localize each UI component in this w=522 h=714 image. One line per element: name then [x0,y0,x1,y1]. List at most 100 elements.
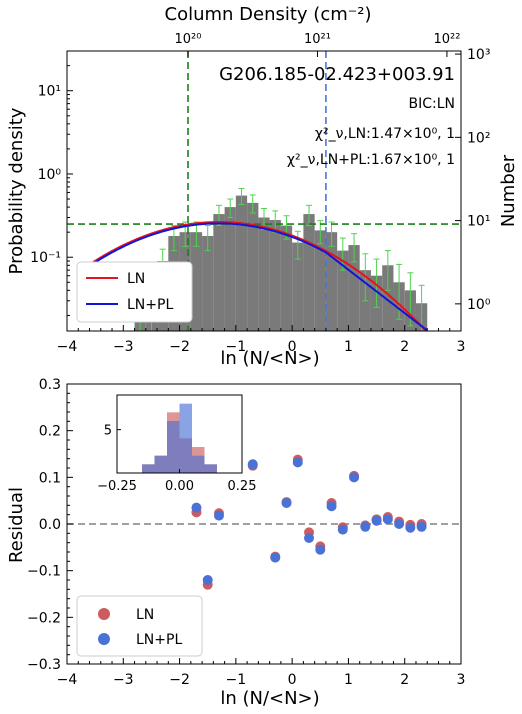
y-ticks: 10⁻¹ 10⁰ 10¹ [30,50,73,316]
legend: LN LN+PL [76,261,193,323]
y-ticks-bottom: −0.3 −0.2 −0.1 0.0 0.1 0.2 0.3 [27,377,73,673]
histogram-bar [190,232,203,331]
y-tick-label: 10⁰ [38,167,62,183]
y-tick-label: 10⁻¹ [30,250,61,266]
inset-lnpl-bar [154,455,167,473]
histogram-bar [224,207,236,331]
x-tick-label: 2 [400,672,409,688]
top-axis-label: Column Density (cm⁻²) [165,4,372,25]
right-tick-label: 10¹ [467,214,490,230]
top-tick-label: 10²² [433,32,460,47]
histogram-bar [292,242,304,331]
x-axis-label-bottom: ln (N/<N>) [220,688,319,709]
histogram-bar [337,250,349,331]
histogram-bar [202,235,214,331]
x-tick-label: 2 [400,339,409,355]
x-tick-label: −4 [57,672,78,688]
x-tick-label: −1 [226,672,247,688]
histogram-bar [235,195,248,331]
pdf-panel: −4 −3 −2 −1 0 1 2 3 10⁻¹ 10⁰ 10¹ 10⁰ 10¹ 10² 10³ 10²… [6,4,519,369]
legend-bottom: LN LN+PL [76,595,203,657]
y-axis-label-bottom: Residual [6,487,27,563]
y-tick-label: −0.3 [27,657,61,673]
histogram-bar [258,217,270,331]
x-tick-label: −2 [169,339,190,355]
inset-lnpl-bar [204,464,217,473]
lnpl-residual-point [326,501,337,512]
lnpl-residual-point [315,544,326,555]
residual-histogram-inset: −0.25 0.00 0.25 5 [97,394,256,494]
lnpl-residual-point [382,514,393,525]
x-tick-label: −3 [113,672,134,688]
fit-statistic: χ²_ν,LN:1.47×10⁰, 1 [315,126,455,142]
legend-marker-ln [98,608,110,620]
lnpl-residual-point [213,510,224,521]
histogram-bar [213,214,225,331]
x-ticks-bottom: −4 −3 −2 −1 0 1 2 3 [57,658,466,688]
top-ticks: 10²⁰ 10²¹ 10²² [175,32,460,57]
histogram-bar [325,232,338,331]
inset-lnpl-bar [179,403,192,473]
inset-lnpl-bar [142,464,155,473]
histogram-bar [247,202,259,331]
legend-label-lnpl: LN+PL [127,297,173,313]
lnpl-residual-point [394,519,405,529]
fit-lines [83,221,428,332]
x-tick-label: 3 [457,339,466,355]
x-tick-label: 3 [457,672,466,688]
x-tick-label: 1 [344,672,353,688]
legend-label-ln-bottom: LN [136,607,154,623]
lnpl-residual-point [371,515,382,526]
y-tick-label: −0.2 [27,610,61,626]
histogram-bar [314,230,326,331]
legend-label-lnpl-bottom: LN+PL [136,632,182,648]
residual-points [191,454,427,590]
histogram-bar [382,265,394,331]
inset-x-tick-label: −0.25 [97,479,137,494]
legend-label-ln: LN [127,271,145,287]
x-axis-label: ln (N/<N>) [220,348,319,369]
inset-x-tick-label: 0.25 [228,479,257,494]
plot-frame [66,50,462,332]
inset-y-tick-label: 5 [104,424,112,439]
right-tick-label: 10² [467,130,490,146]
lnpl-residual-point [416,521,427,532]
histogram-bar [303,214,315,331]
x-tick-label: −3 [113,339,134,355]
right-tick-label: 10⁰ [467,297,491,313]
residual-panel: −4 −3 −2 −1 0 1 2 3 −0.3 −0.2 −0.1 0.0 0.1 0.2 0.3 ln… [6,377,465,709]
histogram-bar [269,220,281,331]
y-tick-label: 10¹ [38,84,61,100]
histogram-bar [280,225,293,331]
top-tick-label: 10²⁰ [175,32,202,47]
y-axis-label: Probability density [6,107,27,274]
lnpl-residual-point [281,498,292,508]
inset-lnpl-bar [167,421,180,473]
inset-ticks: −0.25 0.00 0.25 5 [97,424,256,494]
inset-lnpl-bar [192,455,205,473]
x-ticks: −4 −3 −2 −1 0 1 2 3 [57,325,466,355]
histogram-bar [348,245,360,331]
model-selection: BIC:LN [409,96,456,112]
x-tick-label: −4 [57,339,78,355]
lnpl-residual-point [337,524,348,535]
x-tick-label: 1 [344,339,353,355]
inset-bars [142,403,217,473]
inset-x-tick-label: 0.00 [165,479,194,494]
right-tick-label: 10³ [467,47,490,63]
y-tick-label: −0.1 [27,564,61,580]
x-tick-label: 0 [288,339,297,355]
x-tick-label: −1 [226,339,247,355]
fit-statistics: χ²_ν,LN:1.47×10⁰, 1 χ²_ν,LN+PL:1.67×10⁰, … [287,126,455,168]
lnpl-residual-point [349,472,360,483]
legend-marker-lnpl [98,633,110,645]
top-tick-label: 10²¹ [304,32,331,47]
lnpl-residual-point [247,459,258,470]
y-tick-label: 0.2 [39,424,61,440]
y-tick-label: 0.1 [39,470,61,486]
chart-title: G206.185-02.423+003.91 [219,64,455,85]
y-tick-label: 0.0 [39,517,61,533]
x-tick-label: −2 [169,672,190,688]
lnpl-residual-point [405,522,416,533]
